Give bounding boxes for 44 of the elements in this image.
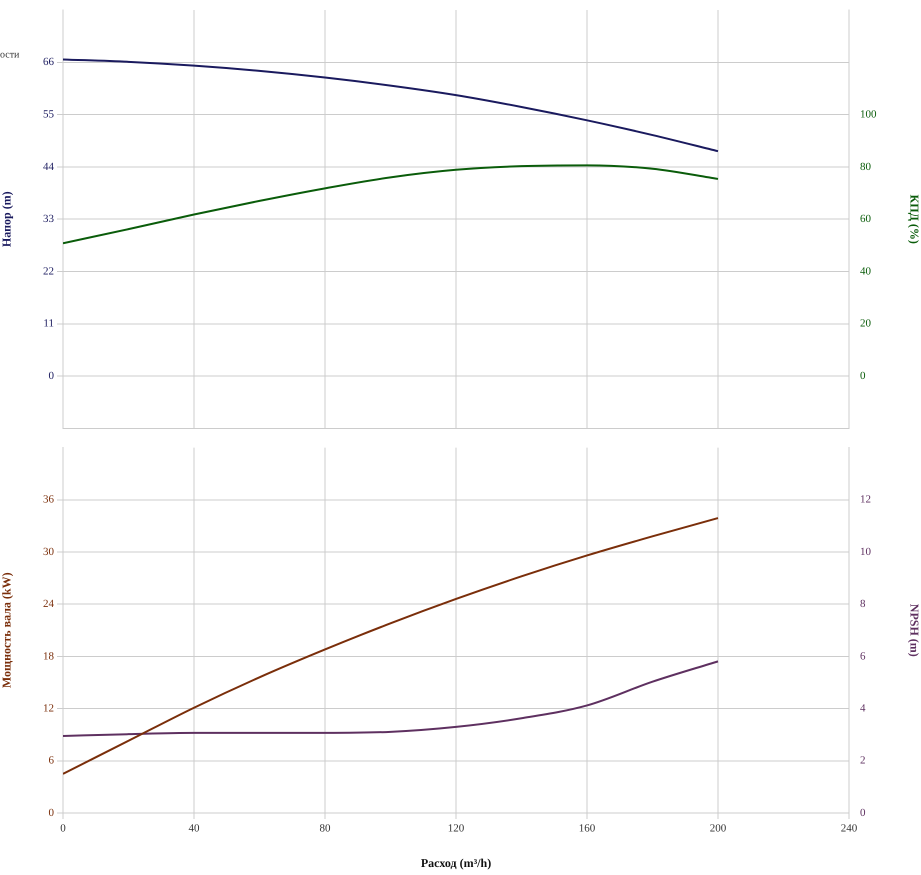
y2-tick-label: 0: [860, 370, 866, 382]
y2-tick-label: 40: [860, 265, 872, 278]
y2-tick-label: 10: [860, 546, 872, 558]
y2-tick-label: 6: [860, 650, 866, 662]
y-tick-label: 33: [43, 213, 54, 226]
y2-tick-label: 0: [860, 806, 866, 819]
y2-tick-label: 2: [860, 754, 866, 767]
y-tick-label: 6: [48, 754, 54, 767]
x-tick-label: 120: [448, 822, 465, 834]
y-tick-label: 11: [43, 318, 54, 330]
y-tick-label: 18: [43, 650, 54, 662]
y-tick-label: 24: [43, 598, 54, 610]
y2-tick-label: 20: [860, 318, 872, 330]
x-tick-label: 200: [710, 822, 727, 834]
line-series: [63, 164, 719, 244]
x-tick-label: 40: [188, 822, 200, 834]
y2-tick-label: 4: [860, 702, 866, 714]
y-tick-label: 55: [43, 108, 54, 120]
y2-axis-title: NPSH (m): [908, 604, 921, 657]
y-tick-label: 0: [48, 370, 54, 382]
y-tick-label: 36: [43, 494, 54, 506]
x-axis-title: Расход (m³/h): [420, 856, 492, 870]
y2-tick-label: 60: [860, 213, 872, 226]
y-axis-title: Мощность вала (kW): [0, 572, 14, 688]
y-tick-label: 66: [43, 56, 54, 68]
y2-tick-label: 80: [860, 160, 872, 173]
y-axis-title: Напор (m): [0, 191, 14, 248]
x-tick-label: 0: [60, 822, 66, 834]
y-tick-label: 30: [43, 546, 54, 558]
y-tick-label: 0: [48, 806, 54, 819]
y-tick-label: 12: [43, 702, 54, 714]
y2-axis-title: КПД (%): [908, 194, 921, 244]
x-tick-label: 80: [320, 822, 331, 834]
y2-tick-label: 100: [860, 108, 877, 120]
x-tick-label: 160: [578, 822, 596, 834]
line-series: [63, 58, 719, 152]
y-tick-label: 22: [43, 265, 54, 278]
y-tick-label: 44: [43, 160, 54, 173]
line-series: [63, 517, 719, 775]
x-tick-label: 240: [840, 822, 858, 834]
line-series: [63, 660, 719, 738]
y2-tick-label: 8: [860, 598, 866, 610]
y2-tick-label: 12: [860, 494, 871, 506]
text: ости: [0, 50, 20, 61]
